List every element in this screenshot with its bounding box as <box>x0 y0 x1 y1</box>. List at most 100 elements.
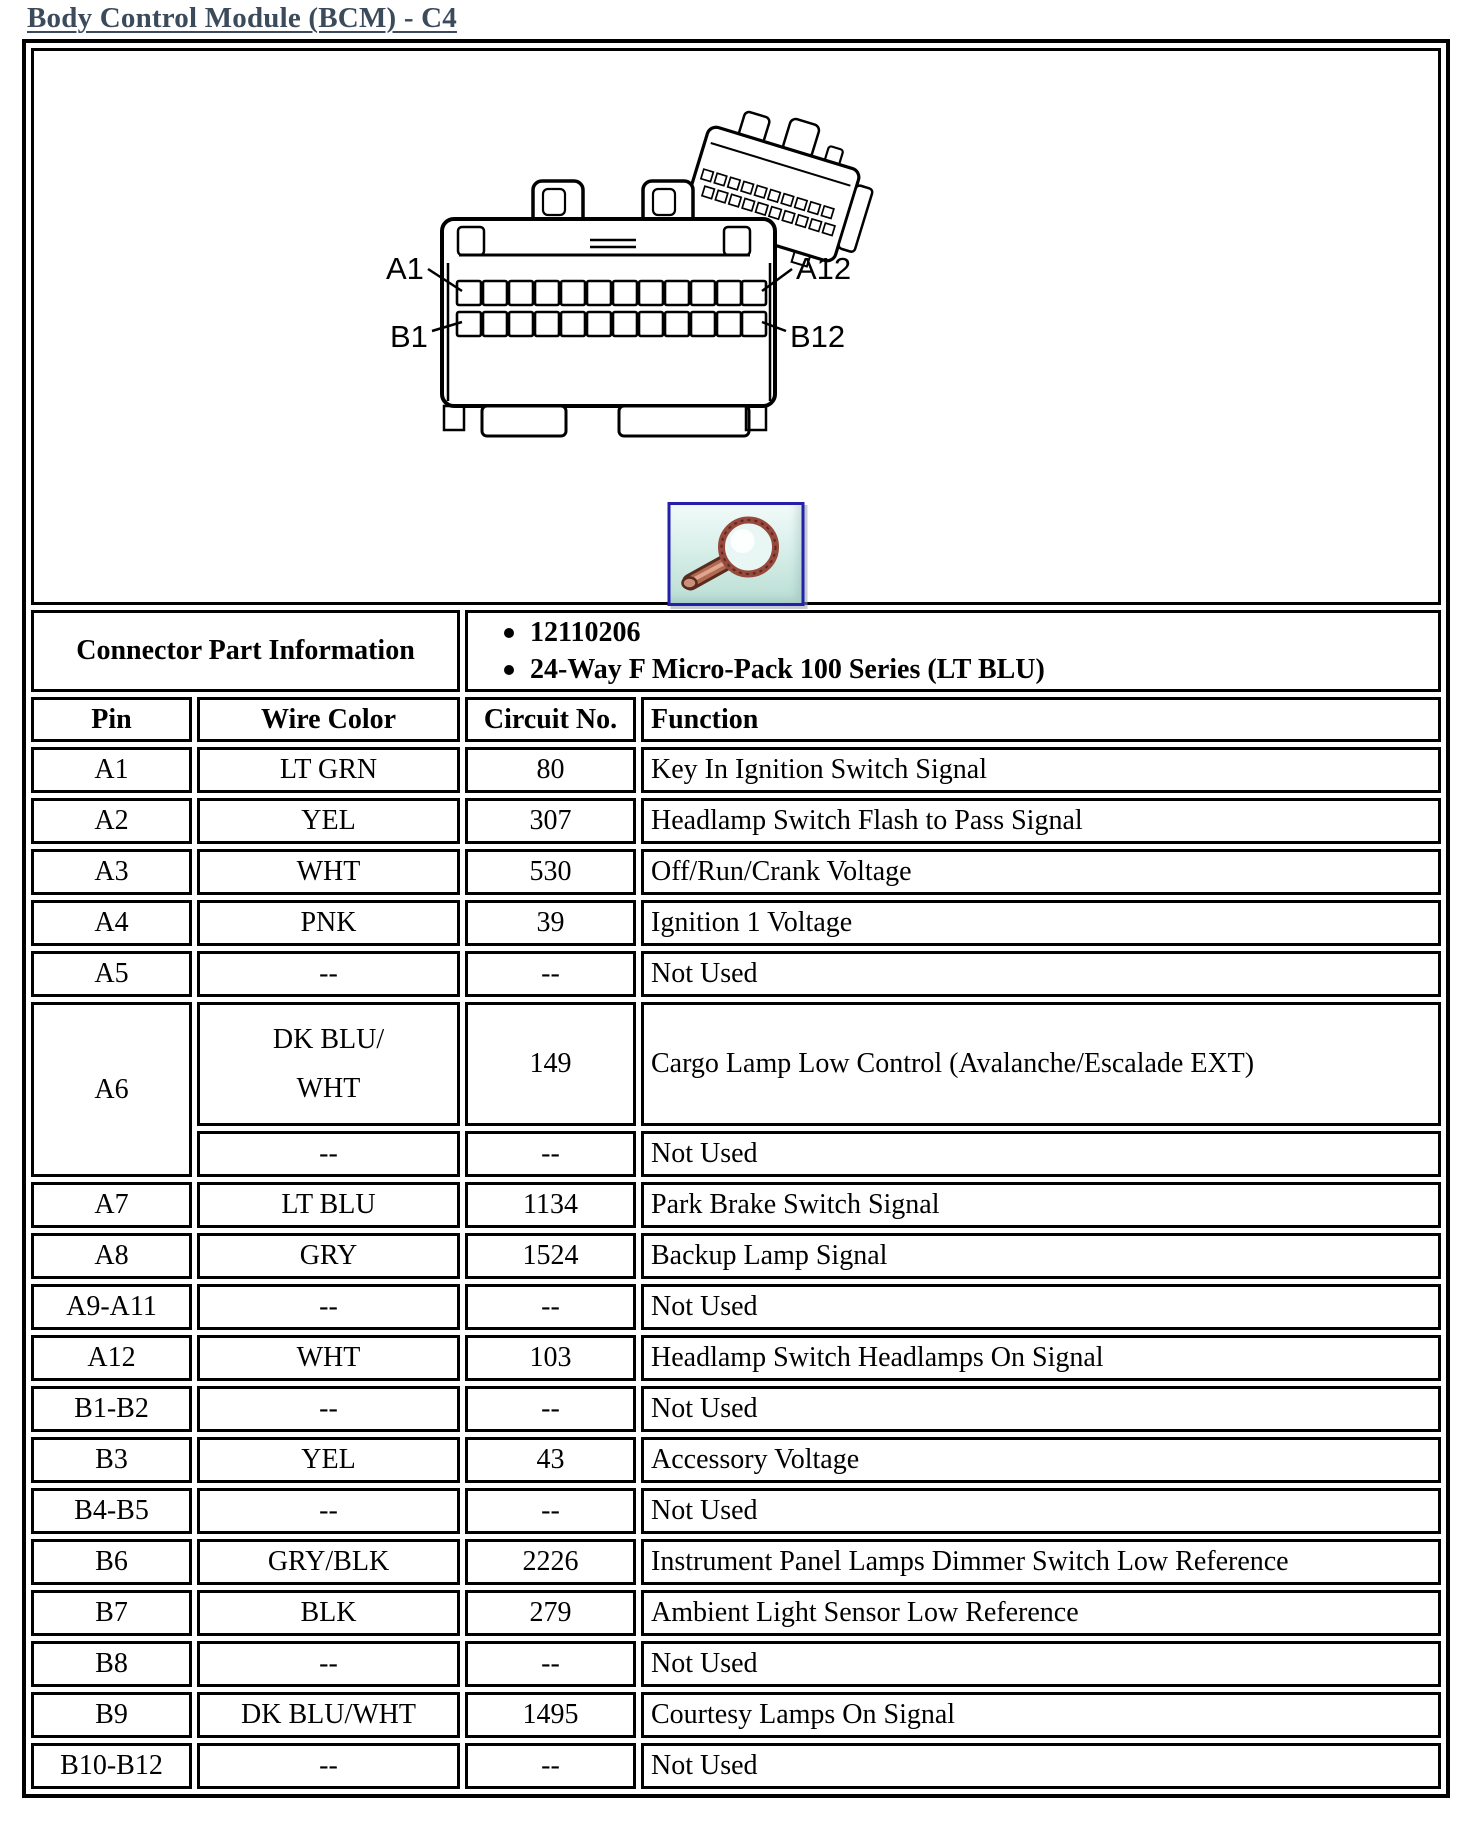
function-cell: Headlamp Switch Flash to Pass Signal <box>641 798 1441 844</box>
header-pin: Pin <box>31 697 192 742</box>
pin-cell: B10-B12 <box>31 1743 192 1789</box>
table-row: B3 YEL 43 Accessory Voltage <box>31 1437 1441 1483</box>
wire-color-cell: LT BLU <box>197 1182 460 1228</box>
connector-part-info-row: Connector Part Information 12110206 24-W… <box>31 610 1441 692</box>
connector-diagram: A1 A12 B1 B12 <box>386 110 874 438</box>
pin-label-b1: B1 <box>390 319 428 354</box>
pin-cell: A7 <box>31 1182 192 1228</box>
table-row: A4 PNK 39 Ignition 1 Voltage <box>31 900 1441 946</box>
function-cell: Not Used <box>641 1743 1441 1789</box>
circuit-cell: 80 <box>465 747 636 793</box>
function-cell: Ignition 1 Voltage <box>641 900 1441 946</box>
table-row: B8 -- -- Not Used <box>31 1641 1441 1687</box>
function-cell: Key In Ignition Switch Signal <box>641 747 1441 793</box>
header-function: Function <box>641 697 1441 742</box>
table-row: A9-A11 -- -- Not Used <box>31 1284 1441 1330</box>
function-cell: Accessory Voltage <box>641 1437 1441 1483</box>
function-cell: Not Used <box>641 1641 1441 1687</box>
function-cell: Ambient Light Sensor Low Reference <box>641 1590 1441 1636</box>
pin-cell: B1-B2 <box>31 1386 192 1432</box>
part-number: 12110206 <box>494 614 1045 651</box>
wire-color-cell: PNK <box>197 900 460 946</box>
circuit-cell: 279 <box>465 1590 636 1636</box>
pin-label-a1: A1 <box>386 251 424 286</box>
circuit-cell: -- <box>465 1131 636 1177</box>
connector-part-info-label: Connector Part Information <box>31 610 460 692</box>
pin-table-body: A1 LT GRN 80 Key In Ignition Switch Signal A… <box>31 747 1441 1789</box>
wire-color-cell: GRY <box>197 1233 460 1279</box>
pin-table: Pin Wire Color Circuit No. Function A1 LT… <box>31 697 1441 1789</box>
pin-cell: A1 <box>31 747 192 793</box>
pin-cell: A4 <box>31 900 192 946</box>
circuit-cell: 103 <box>465 1335 636 1381</box>
function-cell: Not Used <box>641 1488 1441 1534</box>
pin-table-header: Pin Wire Color Circuit No. Function <box>31 697 1441 742</box>
table-row: A2 YEL 307 Headlamp Switch Flash to Pass Si… <box>31 798 1441 844</box>
wire-color-cell: YEL <box>197 1437 460 1483</box>
table-row: B1-B2 -- -- Not Used <box>31 1386 1441 1432</box>
magnifier-icon <box>680 516 779 591</box>
wire-color-cell: -- <box>197 1284 460 1330</box>
zoom-image-button[interactable] <box>667 502 805 606</box>
wire-color-cell: WHT <box>197 849 460 895</box>
table-row: B4-B5 -- -- Not Used <box>31 1488 1441 1534</box>
wire-color-cell: GRY/BLK <box>197 1539 460 1585</box>
circuit-cell: -- <box>465 1641 636 1687</box>
function-cell: Backup Lamp Signal <box>641 1233 1441 1279</box>
connector-description: 24-Way F Micro-Pack 100 Series (LT BLU) <box>494 651 1045 688</box>
circuit-cell: 43 <box>465 1437 636 1483</box>
pin-cell: A6 <box>31 1002 192 1177</box>
function-cell: Park Brake Switch Signal <box>641 1182 1441 1228</box>
function-cell: Not Used <box>641 1131 1441 1177</box>
circuit-cell: -- <box>465 951 636 997</box>
circuit-cell: -- <box>465 1284 636 1330</box>
pin-cell: B4-B5 <box>31 1488 192 1534</box>
circuit-cell: 1524 <box>465 1233 636 1279</box>
pin-cell: B7 <box>31 1590 192 1636</box>
table-row: A7 LT BLU 1134 Park Brake Switch Signal <box>31 1182 1441 1228</box>
pin-cell: A3 <box>31 849 192 895</box>
pin-cell: B6 <box>31 1539 192 1585</box>
circuit-cell: -- <box>465 1386 636 1432</box>
pin-cell: A9-A11 <box>31 1284 192 1330</box>
function-cell: Not Used <box>641 1284 1441 1330</box>
function-cell: Headlamp Switch Headlamps On Signal <box>641 1335 1441 1381</box>
function-cell: Instrument Panel Lamps Dimmer Switch Low… <box>641 1539 1441 1585</box>
wire-color-cell: -- <box>197 1641 460 1687</box>
function-cell: Off/Run/Crank Voltage <box>641 849 1441 895</box>
wire-color-cell: YEL <box>197 798 460 844</box>
pin-label-a12: A12 <box>796 251 851 286</box>
table-sub-row: -- -- Not Used <box>197 1131 1441 1177</box>
circuit-cell: 530 <box>465 849 636 895</box>
content-frame: A1 A12 B1 B12 Connector P <box>22 39 1450 1798</box>
wire-color-cell: LT GRN <box>197 747 460 793</box>
table-row: B10-B12 -- -- Not Used <box>31 1743 1441 1789</box>
circuit-cell: -- <box>465 1488 636 1534</box>
table-row: A3 WHT 530 Off/Run/Crank Voltage <box>31 849 1441 895</box>
table-row: B9 DK BLU/WHT 1495 Courtesy Lamps On Signal <box>31 1692 1441 1738</box>
wire-color-cell: -- <box>197 1743 460 1789</box>
header-wire: Wire Color <box>197 697 460 742</box>
pin-label-b12: B12 <box>790 319 845 354</box>
table-row: A8 GRY 1524 Backup Lamp Signal <box>31 1233 1441 1279</box>
wire-color-cell: -- <box>197 1131 460 1177</box>
circuit-cell: 1134 <box>465 1182 636 1228</box>
pin-cell: B9 <box>31 1692 192 1738</box>
table-sub-row: DK BLU/WHT 149 Cargo Lamp Low Control (Ava… <box>197 1002 1441 1126</box>
connector-part-info-values: 12110206 24-Way F Micro-Pack 100 Series … <box>465 610 1441 692</box>
wire-color-cell: DK BLU/WHT <box>197 1692 460 1738</box>
connector-diagram-cell: A1 A12 B1 B12 <box>31 48 1441 606</box>
circuit-cell: 2226 <box>465 1539 636 1585</box>
page-title: Body Control Module (BCM) - C4 <box>27 2 457 34</box>
connector-front-view <box>427 179 793 438</box>
circuit-cell: 307 <box>465 798 636 844</box>
wire-color-cell: WHT <box>197 1335 460 1381</box>
wire-color-cell: BLK <box>197 1590 460 1636</box>
pin-cell: A12 <box>31 1335 192 1381</box>
wire-color-cell: DK BLU/WHT <box>197 1002 460 1126</box>
table-row: B6 GRY/BLK 2226 Instrument Panel Lamps Dimm… <box>31 1539 1441 1585</box>
table-row: A1 LT GRN 80 Key In Ignition Switch Signal <box>31 747 1441 793</box>
circuit-cell: 149 <box>465 1002 636 1126</box>
header-circuit: Circuit No. <box>465 697 636 742</box>
table-row: B7 BLK 279 Ambient Light Sensor Low Referen… <box>31 1590 1441 1636</box>
